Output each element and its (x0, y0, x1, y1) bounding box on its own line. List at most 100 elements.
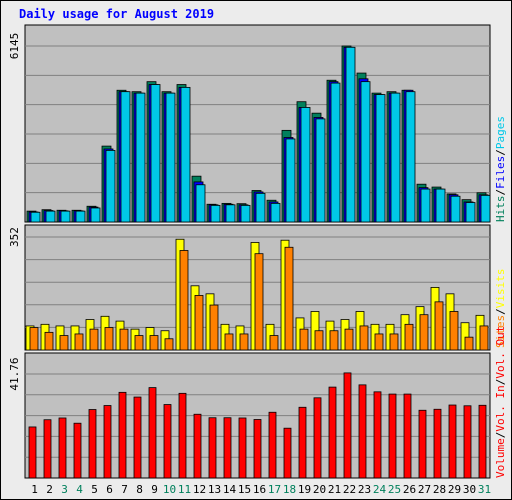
legend-volume-separator: / (494, 379, 507, 386)
pages-bar-day-6 (105, 149, 116, 223)
sites-bar-day-6 (104, 327, 114, 351)
pages-bar-day-7 (120, 91, 131, 223)
sites-bar-day-23 (359, 325, 369, 351)
pages-bar-day-17 (270, 202, 281, 223)
sites-bar-day-8 (134, 335, 144, 351)
pages-bar-day-11 (180, 86, 191, 223)
volume-bar-day-9 (148, 387, 157, 479)
legend-hits-files-pages-files: Files (494, 156, 507, 189)
x-tick-day-23: 23 (358, 483, 371, 496)
sites-bar-day-25 (389, 333, 399, 351)
sites-bar-day-13 (209, 304, 219, 351)
x-tick-day-29: 29 (448, 483, 461, 496)
volume-bar-day-21 (328, 386, 337, 479)
x-tick-day-6: 6 (106, 483, 113, 496)
legend-volume-vol-out: Vol. Out (494, 326, 507, 379)
volume-bar-day-6 (103, 405, 112, 479)
legend-sites-visits-separator: / (494, 308, 507, 315)
volume-bar-day-27 (418, 409, 427, 479)
sites-bar-day-22 (344, 328, 354, 351)
panel-2-ymax-label: 352 (8, 227, 21, 247)
volume-bar-day-17 (268, 411, 277, 479)
volume-bar-day-15 (238, 417, 247, 479)
x-tick-day-12: 12 (193, 483, 206, 496)
volume-bar-day-29 (448, 404, 457, 479)
x-tick-day-9: 9 (151, 483, 158, 496)
volume-bar-day-26 (403, 393, 412, 479)
sites-bar-day-19 (299, 328, 309, 351)
sites-bar-day-7 (119, 328, 129, 351)
pages-bar-day-9 (150, 84, 161, 223)
x-tick-day-21: 21 (328, 483, 341, 496)
volume-bar-day-19 (298, 406, 307, 479)
pages-bar-day-16 (255, 192, 266, 223)
volume-bar-day-2 (43, 419, 52, 479)
sites-bar-day-17 (269, 335, 279, 351)
pages-bar-day-28 (435, 188, 446, 223)
pages-bar-day-2 (45, 210, 56, 223)
pages-bar-day-20 (315, 118, 326, 223)
x-tick-day-30: 30 (463, 483, 476, 496)
volume-bar-day-10 (163, 404, 172, 479)
chart-title: Daily usage for August 2019 (19, 7, 215, 21)
sites-bar-day-15 (239, 333, 249, 351)
panel-1-ymax-label: 6145 (8, 33, 21, 60)
x-tick-day-22: 22 (343, 483, 356, 496)
volume-bar-day-28 (433, 408, 442, 479)
pages-bar-day-19 (300, 107, 311, 223)
sites-bar-day-11 (179, 250, 189, 351)
legend-hits-files-pages-hits: Hits (494, 196, 507, 223)
legend-sites-visits-visits: Visits (494, 269, 507, 309)
volume-bar-day-16 (253, 419, 262, 479)
sites-bar-day-12 (194, 295, 204, 351)
pages-bar-day-10 (165, 92, 176, 223)
volume-bar-day-14 (223, 417, 232, 479)
sites-bar-day-5 (89, 328, 99, 351)
volume-bar-day-18 (283, 427, 292, 479)
pages-bar-day-18 (285, 138, 296, 223)
x-tick-day-3: 3 (61, 483, 68, 496)
volume-bar-day-22 (343, 372, 352, 479)
volume-bar-day-20 (313, 397, 322, 479)
sites-bar-day-27 (419, 314, 429, 351)
legend-volume-separator: / (494, 432, 507, 439)
x-tick-day-16: 16 (253, 483, 266, 496)
pages-bar-day-4 (75, 210, 86, 223)
pages-bar-day-12 (195, 184, 206, 223)
legend-hits-files-pages-pages: Pages (494, 116, 507, 149)
volume-bar-day-7 (118, 391, 127, 479)
legend-sites-visits: Sites/Visits (494, 269, 507, 349)
volume-bar-day-5 (88, 409, 97, 479)
x-tick-day-27: 27 (418, 483, 431, 496)
pages-bar-day-14 (225, 204, 236, 223)
x-tick-day-13: 13 (208, 483, 221, 496)
sites-bar-day-2 (44, 331, 54, 351)
pages-bar-day-22 (345, 46, 356, 223)
legend-volume-vol-in: Vol. In (494, 385, 507, 431)
x-tick-day-11: 11 (178, 483, 191, 496)
x-tick-day-7: 7 (121, 483, 128, 496)
sites-bar-day-21 (329, 330, 339, 351)
x-tick-day-1: 1 (31, 483, 38, 496)
legend-volume-volume: Volume (494, 438, 507, 478)
sites-bar-day-3 (59, 335, 69, 351)
pages-bar-day-8 (135, 92, 146, 223)
x-tick-day-19: 19 (298, 483, 311, 496)
sites-bar-day-30 (464, 336, 474, 351)
sites-bar-day-20 (314, 330, 324, 351)
pages-bar-day-23 (360, 81, 371, 223)
volume-bar-day-31 (478, 404, 487, 479)
legend-hits-files-pages-separator: / (494, 149, 507, 156)
sites-bar-day-24 (374, 333, 384, 351)
pages-bar-day-21 (330, 82, 341, 223)
volume-bar-day-30 (463, 405, 472, 479)
sites-bar-day-18 (284, 246, 294, 351)
pages-bar-day-31 (480, 194, 491, 223)
x-tick-day-18: 18 (283, 483, 296, 496)
x-tick-day-31: 31 (478, 483, 491, 496)
sites-bar-day-4 (74, 333, 84, 351)
sites-bar-day-28 (434, 301, 444, 351)
pages-bar-day-27 (420, 188, 431, 223)
pages-bar-day-30 (465, 202, 476, 223)
